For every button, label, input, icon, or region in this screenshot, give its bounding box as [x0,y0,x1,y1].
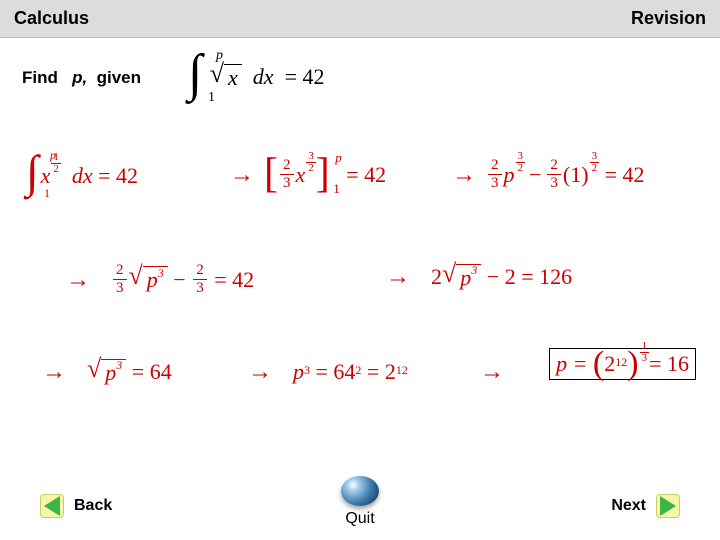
back-button[interactable]: Back [40,494,112,518]
header-right: Revision [631,8,706,29]
header-bar: Calculus Revision [0,0,720,38]
step2-right: → 2 √p3 − 2 = 126 [376,263,572,291]
back-label: Back [74,497,112,515]
question-prompt: Find p, given [0,38,720,88]
step3-mid: → p3 = 642 = 212 [238,358,408,386]
arrow-icon: → [480,358,504,386]
prompt-var: p, [72,68,87,87]
next-label: Next [611,497,646,515]
arrow-icon: → [42,358,66,386]
step1-left: ∫ p 1 x12 dx = 42 [26,158,138,193]
arrow-icon: → [386,263,410,291]
arrow-icon: → [248,358,272,386]
arrow-icon: → [452,161,476,189]
next-button[interactable]: Next [611,494,680,518]
prompt-given: given [97,68,141,87]
step3-arrow: → [470,358,514,386]
given-upper: p [216,48,223,64]
prompt-find: Find [22,68,58,87]
given-eq: = 42 [285,64,325,90]
header-left: Calculus [14,8,89,29]
given-integrand: x [224,64,242,91]
arrow-icon: → [230,161,254,189]
math-area: ∫ p 1 √x dx = 42 ∫ p 1 x12 dx = 42 → [ 2… [0,88,720,468]
given-lower: 1 [208,90,215,106]
step1-right: → 23 p32 − 23 (1)32 = 42 [442,158,645,191]
step1-mid: → [ 23 x32 ] p 1 = 42 [220,158,386,191]
triangle-left-icon [40,494,64,518]
quit-button[interactable]: Quit [341,476,379,528]
sphere-icon [341,476,379,506]
triangle-right-icon [656,494,680,518]
quit-label: Quit [345,510,374,528]
given-dx: dx [253,64,274,90]
step3-left: → √p3 = 64 [32,358,172,386]
given-equation: ∫ p 1 √x dx = 42 [188,58,324,96]
final-answer: p = ( 212 )13 = 16 [549,348,696,380]
arrow-icon: → [66,266,90,294]
step2-left: → 23 √p3 − 23 = 42 [56,263,254,296]
